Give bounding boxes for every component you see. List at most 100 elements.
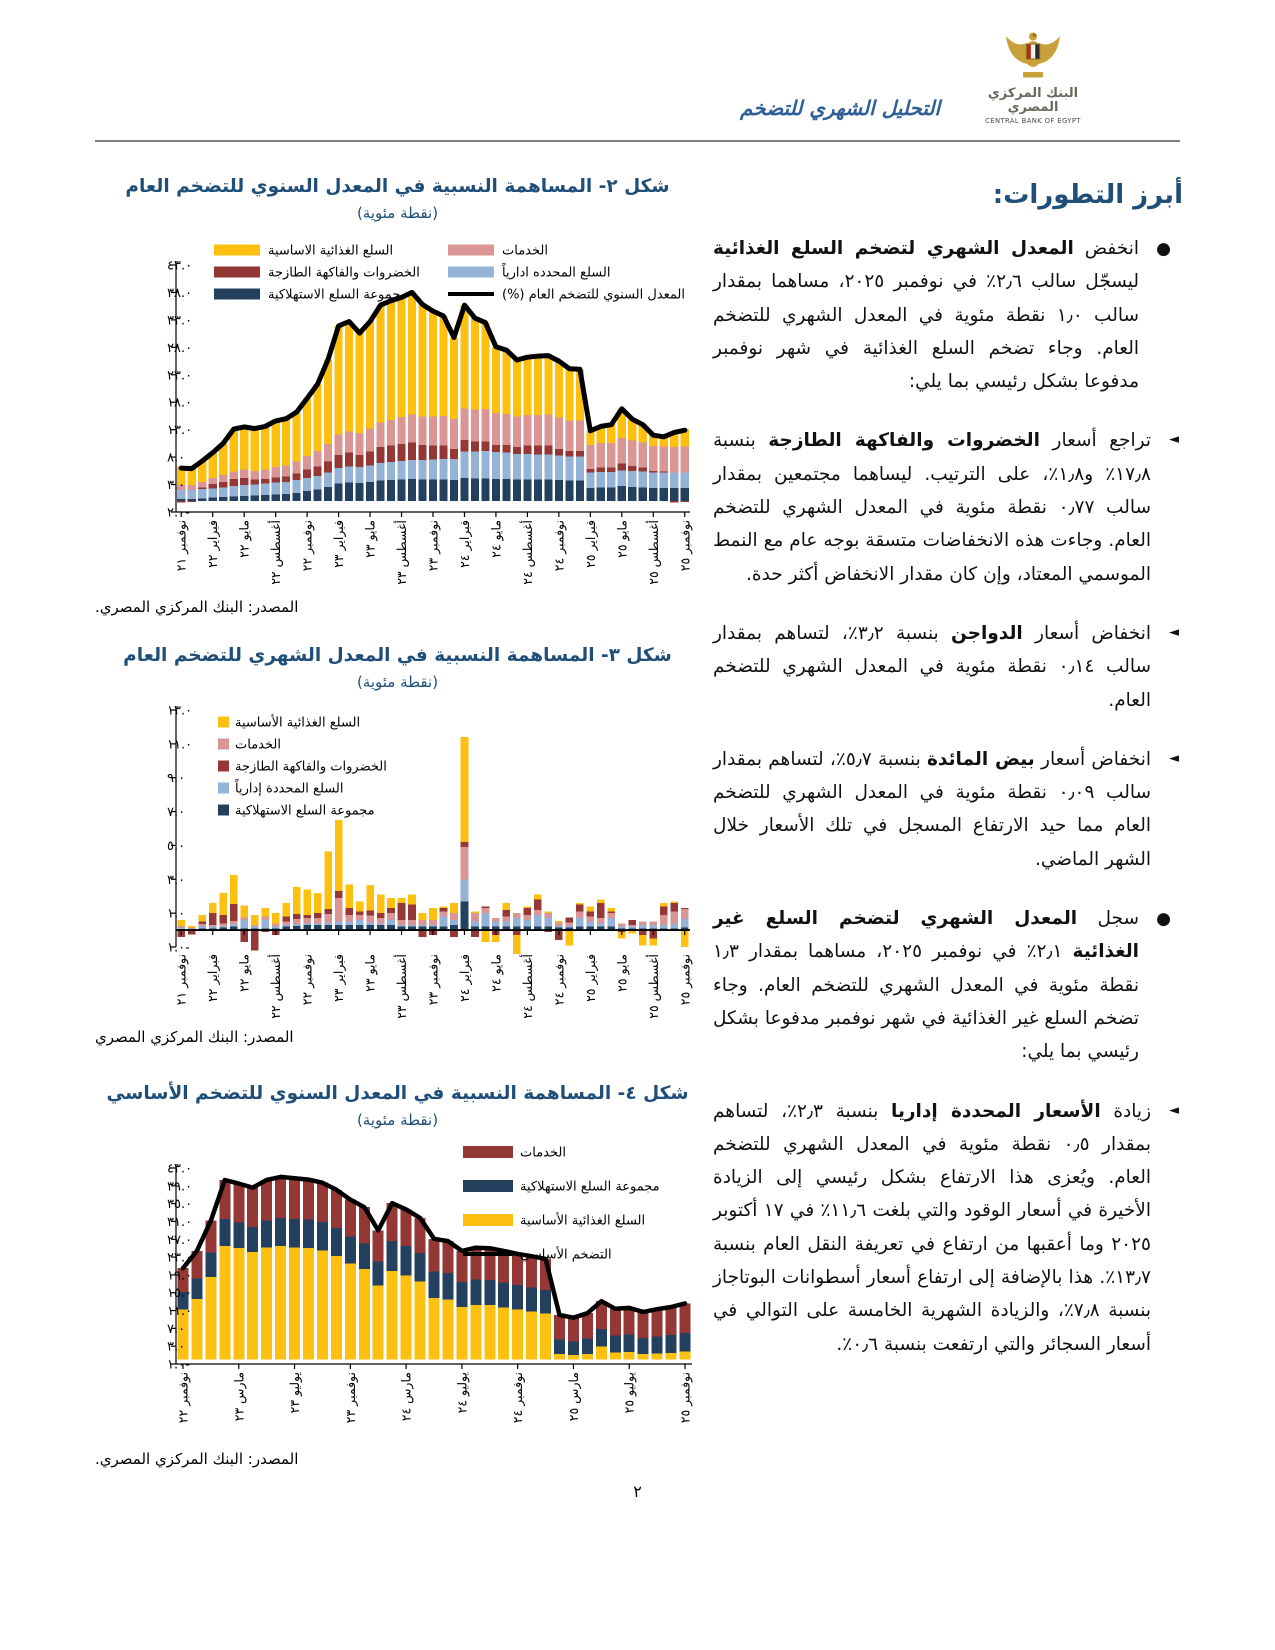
highlight-text-bold: الدواجن bbox=[950, 622, 1023, 644]
svg-text:نوفمبر ٢٣: نوفمبر ٢٣ bbox=[343, 1372, 359, 1423]
highlight-text-bold: الأسعار المحددة إداريا bbox=[891, 1100, 1101, 1122]
svg-text:١٣.٠: ١٣.٠ bbox=[167, 423, 192, 438]
svg-text:فبراير ٢٤: فبراير ٢٤ bbox=[457, 954, 473, 1002]
highlight-text-bold: الخضروات والفاكهة الطازجة bbox=[768, 430, 1040, 452]
fig2-chart: ٤٣.٠٣٨.٠٣٣.٠٢٨.٠٢٣.٠١٨.٠١٣.٠٨.٠٣.٠-٢.٠نو… bbox=[167, 244, 693, 585]
bullet-icon: ● bbox=[1156, 239, 1171, 259]
svg-text:١٩.٠: ١٩.٠ bbox=[167, 1268, 192, 1283]
svg-text:١.٠: ١.٠ bbox=[167, 907, 185, 922]
svg-text:٨.٠: ٨.٠ bbox=[167, 451, 185, 466]
page-number: ٢ bbox=[633, 1482, 642, 1501]
fig2-source: المصدر: البنك المركزي المصري. bbox=[95, 598, 697, 616]
svg-text:مايو ٢٤: مايو ٢٤ bbox=[488, 520, 504, 558]
svg-text:مايو ٢٥: مايو ٢٥ bbox=[614, 954, 630, 992]
svg-text:فبراير ٢٤: فبراير ٢٤ bbox=[457, 520, 473, 568]
fig4-title: شكل ٤- المساهمة النسبية في المعدل السنوي… bbox=[106, 1083, 689, 1104]
svg-text:الخدمات: الخدمات bbox=[235, 738, 281, 753]
highlight-text: بنسبة ١٧٫٨٪ و١٫٨٪، على الترتيب. ليساهما … bbox=[713, 430, 1151, 585]
svg-text:يوليو ٢٥: يوليو ٢٥ bbox=[622, 1371, 638, 1413]
svg-text:نوفمبر ٢٥: نوفمبر ٢٥ bbox=[677, 954, 693, 1005]
svg-text:الخدمات: الخدمات bbox=[502, 244, 548, 259]
cbe-logo: البنك المركزي المصري CENTRAL BANK OF EGY… bbox=[983, 24, 1083, 125]
svg-text:مايو ٢٥: مايو ٢٥ bbox=[614, 520, 630, 558]
svg-text:أغسطس ٢٢: أغسطس ٢٢ bbox=[267, 520, 284, 585]
highlights-heading: أبرز التطورات: bbox=[992, 180, 1183, 210]
axes-group bbox=[171, 706, 690, 948]
svg-text:أغسطس ٢٤: أغسطس ٢٤ bbox=[519, 954, 536, 1019]
bank-name-arabic: البنك المركزي المصري bbox=[987, 86, 1079, 116]
highlight-paragraph: ◄ انخفاض أسعار الدواجن بنسبة ٣٫٢٪، لتساهم… bbox=[713, 617, 1183, 717]
svg-text:فبراير ٢٣: فبراير ٢٣ bbox=[331, 954, 347, 1002]
highlight-text: انخفاض أسعار bbox=[1022, 622, 1151, 644]
axes-group bbox=[171, 261, 690, 517]
highlight-text: تراجع أسعار bbox=[1039, 430, 1151, 452]
fig3-subtitle: (نقطة مئوية) bbox=[356, 673, 439, 691]
highlight-paragraph: ◄ زيادة الأسعار المحددة إداريا بنسبة ٢٫٣٪… bbox=[713, 1095, 1183, 1361]
highlight-text: بنسبة ٥٫٧٪، لتساهم بمقدار سالب ٠٫٠٩ نقطة… bbox=[713, 748, 1151, 870]
bars-group bbox=[177, 737, 689, 954]
highlight-text: سجل bbox=[1077, 908, 1139, 930]
svg-text:نوفمبر ٢٤: نوفمبر ٢٤ bbox=[551, 954, 567, 1005]
fig3-source-text: المصدر: البنك المركزي المصري bbox=[95, 1028, 294, 1046]
svg-text:التضخم الأساسي: التضخم الأساسي bbox=[520, 1246, 612, 1263]
svg-text:-٢.٠: -٢.٠ bbox=[167, 506, 190, 521]
highlight-text: انخفض bbox=[1073, 238, 1139, 259]
svg-text:نوفمبر ٢٥: نوفمبر ٢٥ bbox=[677, 520, 693, 571]
svg-text:السلع المحددة إدارياً: السلع المحددة إدارياً bbox=[235, 779, 344, 797]
svg-text:أغسطس ٢٥: أغسطس ٢٥ bbox=[645, 520, 662, 585]
svg-text:٢٣.٠: ٢٣.٠ bbox=[167, 1251, 192, 1266]
svg-text:١٣.٠: ١٣.٠ bbox=[167, 704, 192, 719]
highlight-text: بنسبة ٣٫٢٪، لتساهم بمقدار سالب ٠٫١٤ نقطة… bbox=[713, 622, 1151, 711]
svg-text:٣٥.٠: ٣٥.٠ bbox=[167, 1197, 192, 1212]
svg-text:١١.٠: ١١.٠ bbox=[167, 737, 192, 752]
eagle-emblem-icon bbox=[1006, 32, 1060, 78]
svg-text:مايو ٢٤: مايو ٢٤ bbox=[488, 954, 504, 992]
fig3-source: المصدر: البنك المركزي المصري bbox=[95, 1028, 697, 1046]
svg-text:١١.٠: ١١.٠ bbox=[167, 1304, 192, 1319]
svg-text:نوفمبر ٢٥: نوفمبر ٢٥ bbox=[678, 1372, 694, 1423]
svg-text:٤٣.٠: ٤٣.٠ bbox=[167, 1162, 192, 1177]
document-title: التحليل الشهري للتضخم bbox=[739, 96, 941, 120]
svg-text:أغسطس ٢٣: أغسطس ٢٣ bbox=[393, 954, 410, 1019]
highlight-paragraph: ● انخفض المعدل الشهري لتضخم السلع الغذائي… bbox=[713, 232, 1183, 398]
highlight-paragraph: ● سجل المعدل الشهري لتضخم السلع غير الغذا… bbox=[713, 902, 1183, 1068]
fig2-subtitle: (نقطة مئوية) bbox=[356, 204, 439, 222]
svg-text:فبراير ٢٥: فبراير ٢٥ bbox=[583, 520, 599, 568]
fig4-source-text: المصدر: البنك المركزي المصري. bbox=[95, 1450, 299, 1468]
svg-text:نوفمبر ٢٤: نوفمبر ٢٤ bbox=[551, 520, 567, 571]
svg-text:٣.٠: ٣.٠ bbox=[167, 478, 185, 493]
svg-text:-١.٠: -١.٠ bbox=[167, 941, 190, 956]
svg-text:مجموعة السلع الاستهلاكية: مجموعة السلع الاستهلاكية bbox=[520, 1180, 660, 1195]
svg-text:مارس ٢٤: مارس ٢٤ bbox=[399, 1372, 415, 1421]
svg-text:أغسطس ٢٤: أغسطس ٢٤ bbox=[519, 520, 536, 585]
svg-text:مجموعة السلع الاستهلاكية: مجموعة السلع الاستهلاكية bbox=[235, 804, 375, 819]
inflation-line bbox=[180, 1174, 688, 1320]
fig4-source: المصدر: البنك المركزي المصري. bbox=[95, 1450, 787, 1468]
highlight-paragraph: ◄ انخفاض أسعار بيض المائدة بنسبة ٥٫٧٪، لت… bbox=[713, 743, 1183, 876]
svg-text:السلع المحدده ادارياً: السلع المحدده ادارياً bbox=[502, 263, 611, 281]
legend-group: السلع الغذائية الاساسية الخضروات والفاكهة… bbox=[214, 244, 685, 303]
svg-text:٣٨.٠: ٣٨.٠ bbox=[167, 286, 192, 301]
legend-group: الخدمات مجموعة السلع الاستهلاكية السلع الغ… bbox=[463, 1146, 660, 1263]
fig2-source-text: المصدر: البنك المركزي المصري. bbox=[95, 598, 299, 616]
svg-text:أغسطس ٢٥: أغسطس ٢٥ bbox=[645, 954, 662, 1019]
bars-group bbox=[177, 1176, 691, 1360]
svg-text:نوفمبر ٢٢: نوفمبر ٢٢ bbox=[300, 520, 316, 571]
fig4-subtitle: (نقطة مئوية) bbox=[356, 1111, 439, 1129]
svg-text:٢٧.٠: ٢٧.٠ bbox=[167, 1233, 192, 1248]
fig2-title: شكل ٢- المساهمة النسبية في المعدل السنوي… bbox=[125, 176, 670, 197]
svg-text:٤٣.٠: ٤٣.٠ bbox=[167, 259, 192, 274]
highlights-list: ● انخفض المعدل الشهري لتضخم السلع الغذائي… bbox=[713, 232, 1183, 1361]
svg-text:نوفمبر ٢٤: نوفمبر ٢٤ bbox=[510, 1372, 526, 1423]
svg-text:نوفمبر ٢٣: نوفمبر ٢٣ bbox=[426, 520, 442, 571]
highlight-text-bold: المعدل الشهري لتضخم السلع غير الغذائية bbox=[713, 908, 1139, 963]
svg-text:الخضروات والفاكهة الطازجة: الخضروات والفاكهة الطازجة bbox=[268, 266, 420, 281]
highlight-text-bold: بيض المائدة bbox=[927, 748, 1035, 770]
svg-text:٣١.٠: ٣١.٠ bbox=[167, 1215, 192, 1230]
svg-text:الخضروات والفاكهة الطازجة: الخضروات والفاكهة الطازجة bbox=[235, 760, 387, 775]
svg-text:يوليو ٢٣: يوليو ٢٣ bbox=[287, 1371, 303, 1413]
svg-text:مارس ٢٥: مارس ٢٥ bbox=[566, 1372, 582, 1421]
tick-labels: ٤٣.٠٣٨.٠٣٣.٠٢٨.٠٢٣.٠١٨.٠١٣.٠٨.٠٣.٠-٢.٠نو… bbox=[167, 259, 693, 585]
